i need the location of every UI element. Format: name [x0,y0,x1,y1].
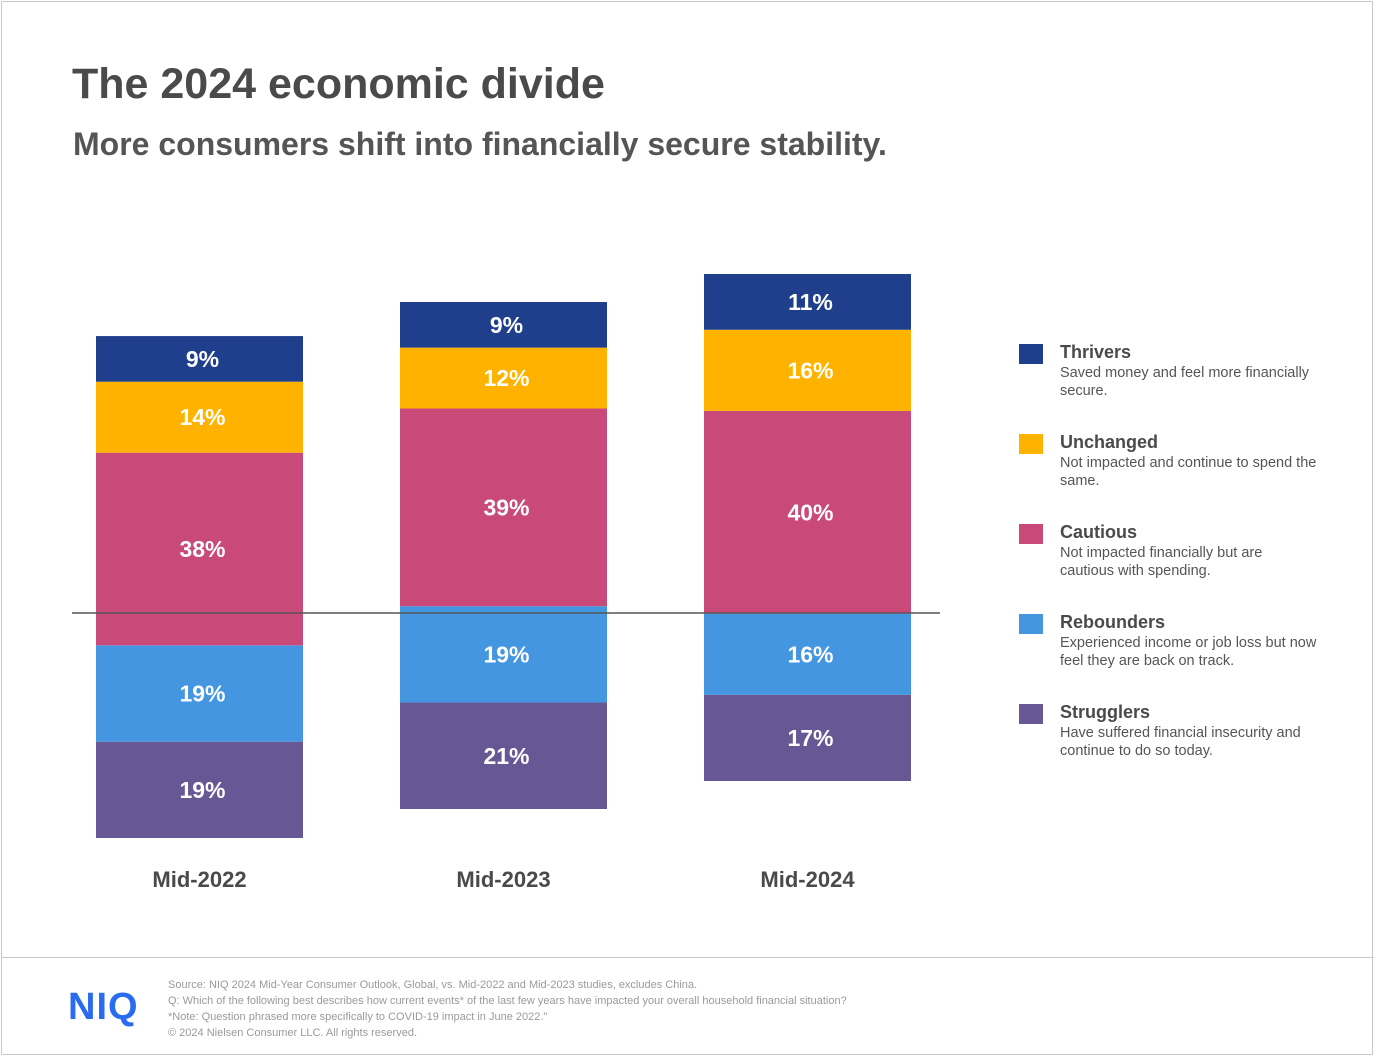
bar-segment-rebounders-mid-2023 [400,606,607,703]
legend-swatch [1019,524,1043,544]
legend-description: Saved money and feel more financially se… [1060,365,1310,399]
data-label: 38% [179,536,225,562]
bar-segment-cautious-mid-2023 [400,408,607,607]
chart-title: The 2024 economic divide [72,60,605,108]
bar-segment-unchanged-mid-2023 [400,347,607,409]
legend-description: Experienced income or job loss but now f… [1060,635,1317,669]
source-note: Source: NIQ 2024 Mid-Year Consumer Outlo… [168,979,698,991]
legend-name: Thrivers [1060,342,1132,362]
legend-description: Not impacted and continue to spend the s… [1060,455,1317,489]
legend-name: Cautious [1060,522,1138,542]
data-label: 17% [787,725,833,751]
bar-segment-unchanged-mid-2024 [704,329,911,411]
category-label: Mid-2024 [760,867,855,892]
data-label: 16% [787,357,833,383]
question-note: Q: Which of the following best describes… [168,995,847,1007]
legend-name: Rebounders [1060,612,1166,632]
bar-segment-cautious-mid-2024 [704,410,911,614]
bar-segment-strugglers-mid-2023 [400,702,607,809]
data-label: 21% [483,743,529,769]
legend-name: Unchanged [1060,432,1159,452]
bar-segment-rebounders-mid-2022 [96,645,303,742]
data-label: 9% [490,312,523,338]
data-label: 19% [179,777,225,803]
legend-swatch [1019,614,1043,634]
data-label: 39% [483,494,529,520]
legend-name: Strugglers [1060,702,1151,722]
bar-segment-strugglers-mid-2024 [704,694,911,781]
bar-segment-thrivers-mid-2023 [400,302,607,348]
data-label: 40% [787,499,833,525]
chart-subtitle: More consumers shift into financially se… [73,126,887,162]
bar-segment-rebounders-mid-2024 [704,613,911,695]
legend-swatch [1019,344,1043,364]
bar-segment-thrivers-mid-2024 [704,274,911,330]
legend-description: Not impacted financially but are cautiou… [1060,545,1263,579]
category-label: Mid-2023 [456,867,550,892]
data-label: 19% [179,681,225,707]
category-label: Mid-2022 [152,867,246,892]
legend-swatch [1019,704,1043,724]
data-label: 14% [179,404,225,430]
niq-logo: NIQ [68,986,139,1028]
footer-divider [2,957,1374,958]
footer-notes: Source: NIQ 2024 Mid-Year Consumer Outlo… [168,977,847,1041]
data-label: 12% [483,365,529,391]
legend-description: Have suffered financial insecurity and c… [1060,725,1301,759]
data-label: 19% [483,641,529,667]
covid-note: *Note: Question phrased more specificall… [168,1011,548,1023]
bar-segment-strugglers-mid-2022 [96,741,303,838]
legend-swatch [1019,434,1043,454]
data-label: 9% [186,346,219,372]
bar-segment-unchanged-mid-2022 [96,381,303,453]
bar-segment-thrivers-mid-2022 [96,336,303,382]
data-label: 11% [788,289,833,315]
data-label: 16% [787,641,833,667]
copyright-note: © 2024 Nielsen Consumer LLC. All rights … [168,1027,417,1039]
